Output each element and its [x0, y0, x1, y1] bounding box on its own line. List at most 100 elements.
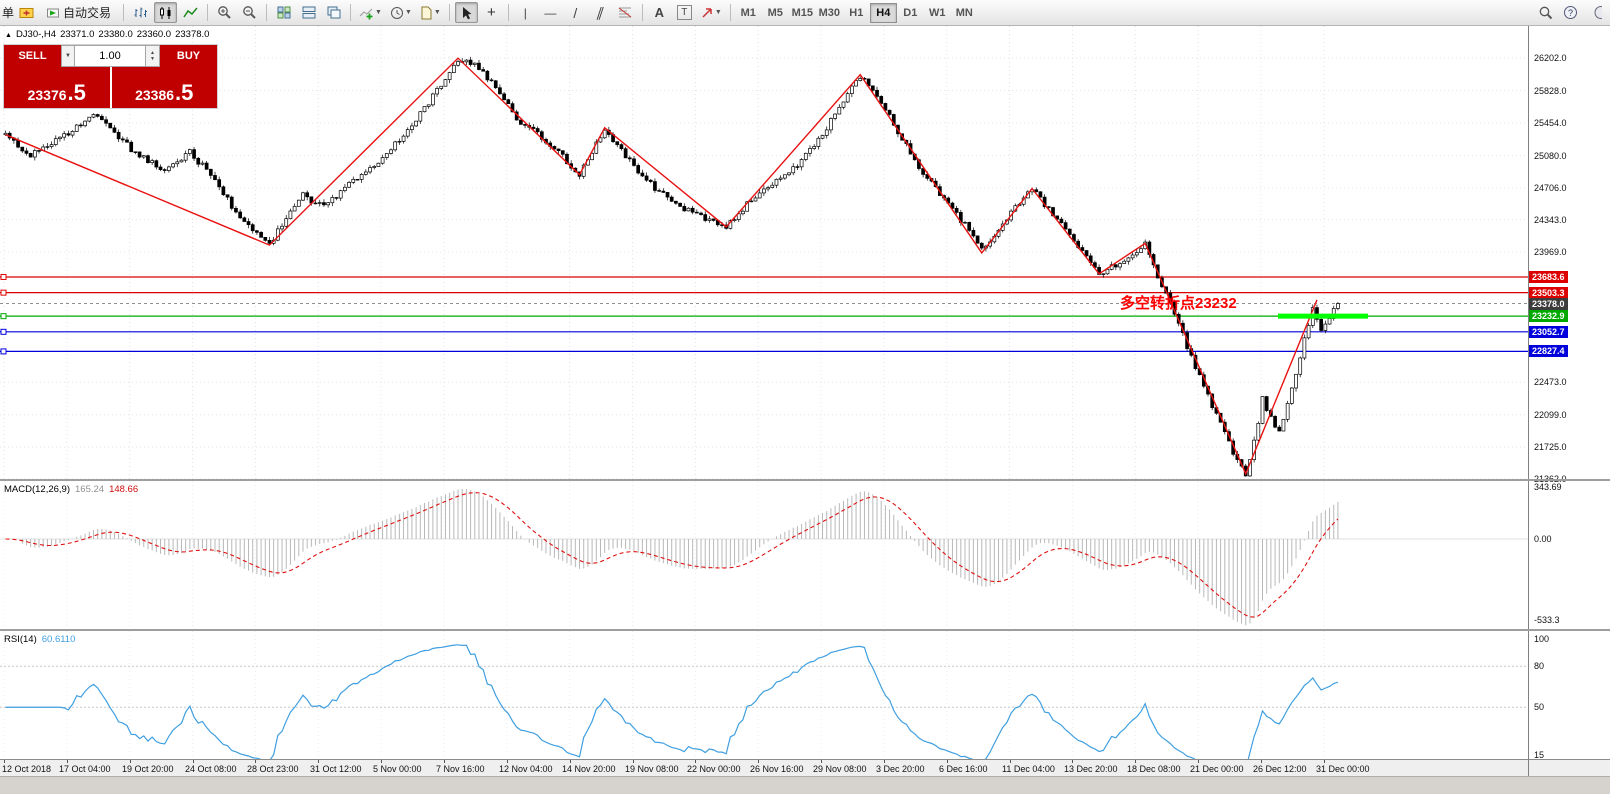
time-tick: [66, 760, 68, 763]
time-tick: [695, 760, 697, 763]
text-tool-icon[interactable]: A: [654, 5, 665, 20]
sell-price-frac: .5: [67, 80, 86, 106]
arrange-cascade-icon[interactable]: [322, 2, 345, 23]
toolbar-separator: [507, 4, 509, 21]
volume-up-icon[interactable]: ▲: [150, 49, 155, 56]
price-tag-23378.0: 23378.0: [1529, 297, 1568, 310]
macd-axis-label: 343.69: [1534, 482, 1562, 492]
pane-splitter[interactable]: [0, 629, 1610, 631]
price-axis-label: 23969.0: [1534, 247, 1567, 258]
time-axis[interactable]: 12 Oct 2018 17 Oct 04:00 19 Oct 20:00 24 Oc…: [0, 759, 1528, 776]
crosshair-icon[interactable]: +: [486, 4, 496, 21]
rsi-axis-label: 15: [1534, 749, 1545, 760]
candle-chart-icon[interactable]: [154, 2, 178, 23]
arrows-tool-icon[interactable]: ▼: [698, 2, 725, 23]
volume-stepper[interactable]: ▲ ▼: [146, 45, 160, 67]
trade-panel-divider: [109, 67, 112, 108]
time-axis-label: 7 Nov 16:00: [436, 764, 485, 774]
label-tool-glyph: T: [676, 5, 692, 20]
channel-tool-icon[interactable]: ∥: [594, 4, 607, 20]
price-axis-label: 25080.0: [1534, 150, 1567, 161]
orders-menu-fragment[interactable]: 单: [2, 6, 15, 20]
periods-icon[interactable]: ▼: [387, 2, 415, 23]
timeframe-button-M30[interactable]: M30: [818, 6, 840, 19]
line-chart-icon[interactable]: [179, 2, 202, 23]
help-icon[interactable]: ?: [1559, 2, 1582, 23]
timeframe-button-H1[interactable]: H1: [849, 6, 864, 19]
time-axis-label: 5 Nov 00:00: [373, 764, 422, 774]
tile-windows-icon[interactable]: [272, 2, 295, 23]
time-axis-label: 28 Oct 23:00: [247, 764, 299, 774]
cursor-icon[interactable]: [454, 2, 478, 23]
timeframe-button-H4[interactable]: H4: [869, 2, 897, 23]
time-axis-label: 17 Oct 04:00: [59, 764, 111, 774]
price-axis-label: 22099.0: [1534, 409, 1567, 420]
price-axis-label: 26202.0: [1534, 52, 1567, 63]
timeframe-button-M1[interactable]: M1: [740, 6, 756, 19]
price-tag-23683.6: 23683.6: [1529, 270, 1568, 283]
pane-splitter[interactable]: [0, 479, 1610, 481]
rsi-value: 60.6110: [41, 634, 76, 645]
timeframe-group: M1 M5 M15 M30 H1 H4 D1 W1 MN: [735, 2, 978, 23]
autotrade-label: 自动交易: [63, 6, 112, 20]
time-axis-label: 14 Nov 20:00: [562, 764, 616, 774]
label-tool-icon[interactable]: T: [673, 2, 696, 23]
bar-low: 23360.0: [136, 29, 172, 40]
timeframe-button-MN[interactable]: MN: [955, 6, 973, 19]
collapse-panel-icon[interactable]: ▲: [5, 32, 12, 39]
horizontal-line-tool-icon[interactable]: —: [544, 5, 557, 20]
trendline-tool-icon[interactable]: /: [573, 4, 578, 21]
macd-main-value: 165.24: [75, 484, 105, 495]
vertical-line-tool-icon[interactable]: |: [523, 5, 527, 20]
volume-input[interactable]: 1.00: [75, 45, 146, 67]
time-tick: [4, 760, 5, 763]
macd-chart[interactable]: [0, 481, 1528, 629]
rsi-name: RSI(14): [4, 634, 37, 645]
time-axis-label: 19 Nov 08:00: [625, 764, 679, 774]
chart-annotation-text[interactable]: 多空转折点23232: [1120, 295, 1237, 312]
volume-dropdown-icon[interactable]: ▼: [61, 45, 75, 67]
main-chart-pane[interactable]: ▲ DJ30-,H4 23371.0 23380.0 23360.0 23378.0 SE…: [0, 26, 1528, 479]
chevron-down-icon: ▼: [714, 9, 722, 16]
rsi-axis-label: 80: [1534, 661, 1545, 672]
price-axis[interactable]: 26202.0 25828.0 25454.0 25080.0 24706.0 24343…: [1528, 26, 1610, 760]
autotrade-button[interactable]: 自动交易: [40, 2, 118, 23]
timeframe-button-M5[interactable]: M5: [767, 6, 783, 19]
timeframe-button-W1[interactable]: W1: [929, 6, 946, 19]
chevron-down-icon: ▼: [433, 9, 441, 16]
toolbar-separator: [641, 4, 643, 21]
macd-panel[interactable]: MACD(12,26,9) 165.24 148.66: [0, 481, 1528, 629]
add-indicator-icon[interactable]: ▼: [356, 2, 385, 23]
arrange-horizontal-icon[interactable]: [297, 2, 320, 23]
rsi-chart[interactable]: [0, 631, 1528, 759]
sell-price[interactable]: 23376.5: [4, 67, 110, 108]
candlestick-chart[interactable]: [0, 26, 1528, 479]
zoom-out-icon[interactable]: [238, 2, 261, 23]
new-order-icon[interactable]: [15, 2, 38, 23]
macd-axis-label: 0.00: [1534, 534, 1552, 544]
price-axis-label: 25454.0: [1534, 118, 1567, 129]
rsi-panel[interactable]: RSI(14) 60.6110: [0, 631, 1528, 759]
volume-down-icon[interactable]: ▼: [150, 56, 155, 62]
partial-window-icon[interactable]: [1584, 2, 1607, 23]
bar-chart-icon[interactable]: [129, 2, 152, 23]
time-axis-label: 18 Dec 08:00: [1127, 764, 1181, 774]
sell-price-main: 23376: [27, 87, 67, 103]
toolbar-separator: [350, 4, 352, 21]
bottom-scrollbar-strip[interactable]: [0, 776, 1610, 794]
buy-button[interactable]: BUY: [160, 45, 217, 67]
toolbar-separator: [123, 4, 125, 21]
time-tick: [883, 760, 885, 763]
time-tick: [758, 760, 760, 763]
chevron-down-icon: ▼: [375, 9, 382, 16]
buy-price[interactable]: 23386.5: [111, 67, 217, 108]
templates-icon[interactable]: ▼: [417, 2, 444, 23]
zoom-in-icon[interactable]: [213, 2, 236, 23]
sell-button[interactable]: SELL: [4, 45, 61, 67]
timeframe-button-M15[interactable]: M15: [791, 6, 813, 19]
time-axis-label: 12 Oct 2018: [2, 764, 52, 774]
search-icon[interactable]: [1534, 2, 1557, 23]
timeframe-button-D1[interactable]: D1: [903, 6, 918, 19]
fibonacci-tool-icon[interactable]: [614, 2, 637, 23]
